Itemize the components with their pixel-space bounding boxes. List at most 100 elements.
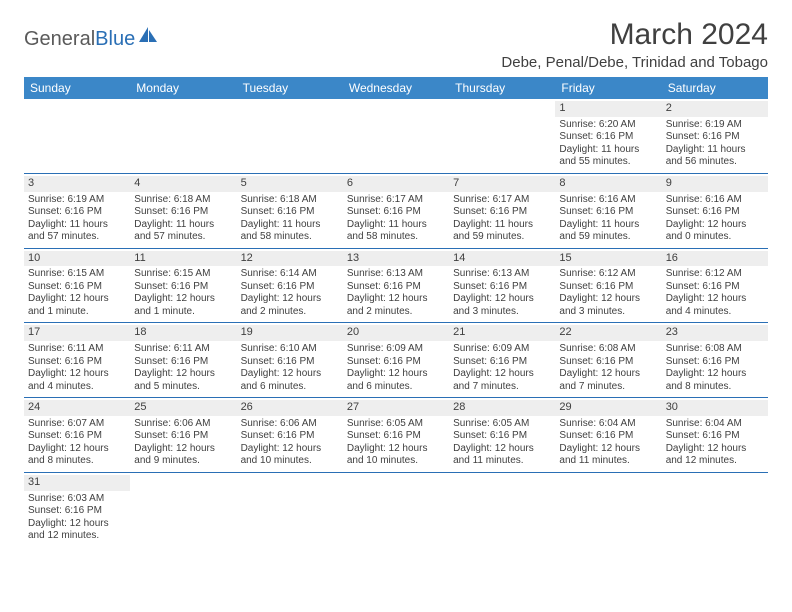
- calendar-cell: 9Sunrise: 6:16 AMSunset: 6:16 PMDaylight…: [662, 174, 768, 248]
- title-block: March 2024 Debe, Penal/Debe, Trinidad an…: [501, 18, 768, 71]
- daylight-text: Daylight: 11 hours and 57 minutes.: [134, 219, 232, 244]
- sunset-text: Sunset: 6:16 PM: [241, 430, 339, 443]
- day-number: 18: [130, 325, 236, 341]
- calendar-cell: 10Sunrise: 6:15 AMSunset: 6:16 PMDayligh…: [24, 249, 130, 323]
- weekday-header: Sunday: [24, 77, 130, 99]
- calendar-cell: 20Sunrise: 6:09 AMSunset: 6:16 PMDayligh…: [343, 323, 449, 397]
- day-number: 30: [662, 400, 768, 416]
- week-row: 1Sunrise: 6:20 AMSunset: 6:16 PMDaylight…: [24, 99, 768, 174]
- week-row: 17Sunrise: 6:11 AMSunset: 6:16 PMDayligh…: [24, 323, 768, 398]
- sunset-text: Sunset: 6:16 PM: [28, 356, 126, 369]
- sunrise-text: Sunrise: 6:19 AM: [666, 119, 764, 132]
- day-number: 10: [24, 251, 130, 267]
- sunrise-text: Sunrise: 6:18 AM: [241, 194, 339, 207]
- sunrise-text: Sunrise: 6:12 AM: [559, 268, 657, 281]
- sunset-text: Sunset: 6:16 PM: [666, 131, 764, 144]
- sunrise-text: Sunrise: 6:16 AM: [666, 194, 764, 207]
- calendar-cell: 31Sunrise: 6:03 AMSunset: 6:16 PMDayligh…: [24, 473, 130, 547]
- sunrise-text: Sunrise: 6:11 AM: [134, 343, 232, 356]
- weekday-header: Wednesday: [343, 77, 449, 99]
- calendar-cell-empty: [449, 473, 555, 547]
- sunrise-text: Sunrise: 6:08 AM: [559, 343, 657, 356]
- day-number: 28: [449, 400, 555, 416]
- day-number: 23: [662, 325, 768, 341]
- week-row: 3Sunrise: 6:19 AMSunset: 6:16 PMDaylight…: [24, 174, 768, 249]
- sunrise-text: Sunrise: 6:06 AM: [241, 418, 339, 431]
- sunset-text: Sunset: 6:16 PM: [347, 430, 445, 443]
- sunrise-text: Sunrise: 6:18 AM: [134, 194, 232, 207]
- calendar-cell: 26Sunrise: 6:06 AMSunset: 6:16 PMDayligh…: [237, 398, 343, 472]
- week-row: 31Sunrise: 6:03 AMSunset: 6:16 PMDayligh…: [24, 473, 768, 547]
- sunrise-text: Sunrise: 6:12 AM: [666, 268, 764, 281]
- calendar-cell: 2Sunrise: 6:19 AMSunset: 6:16 PMDaylight…: [662, 99, 768, 173]
- calendar-cell: 14Sunrise: 6:13 AMSunset: 6:16 PMDayligh…: [449, 249, 555, 323]
- sunrise-text: Sunrise: 6:17 AM: [453, 194, 551, 207]
- week-row: 24Sunrise: 6:07 AMSunset: 6:16 PMDayligh…: [24, 398, 768, 473]
- sunset-text: Sunset: 6:16 PM: [347, 281, 445, 294]
- daylight-text: Daylight: 12 hours and 1 minute.: [28, 293, 126, 318]
- brand-text-blue: Blue: [95, 28, 135, 51]
- calendar-cell-empty: [24, 99, 130, 173]
- daylight-text: Daylight: 11 hours and 58 minutes.: [347, 219, 445, 244]
- daylight-text: Daylight: 11 hours and 57 minutes.: [28, 219, 126, 244]
- daylight-text: Daylight: 12 hours and 6 minutes.: [241, 368, 339, 393]
- sunset-text: Sunset: 6:16 PM: [453, 206, 551, 219]
- weekday-header: Thursday: [449, 77, 555, 99]
- daylight-text: Daylight: 11 hours and 55 minutes.: [559, 144, 657, 169]
- day-number: 20: [343, 325, 449, 341]
- calendar-cell: 3Sunrise: 6:19 AMSunset: 6:16 PMDaylight…: [24, 174, 130, 248]
- calendar-cell: 21Sunrise: 6:09 AMSunset: 6:16 PMDayligh…: [449, 323, 555, 397]
- week-row: 10 Sunrise: 6:15 AM Sunset: 6:16 PM Dayligh…: [24, 249, 768, 324]
- sunrise-text: Sunrise: 6:16 AM: [559, 194, 657, 207]
- day-number: 24: [24, 400, 130, 416]
- sunset-text: Sunset: 6:16 PM: [666, 206, 764, 219]
- daylight-text: Daylight: 12 hours and 12 minutes.: [28, 518, 126, 543]
- weekday-header: Monday: [130, 77, 236, 99]
- sunset-text: Sunset: 6:16 PM: [347, 356, 445, 369]
- day-number: 15: [555, 251, 661, 267]
- weekday-header: Tuesday: [237, 77, 343, 99]
- sunset-text: Sunset: 6:16 PM: [559, 206, 657, 219]
- calendar-grid: Sunday Monday Tuesday Wednesday Thursday…: [24, 77, 768, 547]
- sunset-text: Sunset: 6:16 PM: [559, 430, 657, 443]
- daylight-text: Daylight: 12 hours and 7 minutes.: [453, 368, 551, 393]
- calendar-cell: 11Sunrise: 6:15 AMSunset: 6:16 PMDayligh…: [130, 249, 236, 323]
- sunrise-text: Sunrise: 6:15 AM: [134, 268, 232, 281]
- weekday-header: Saturday: [662, 77, 768, 99]
- month-title: March 2024: [501, 18, 768, 52]
- sail-icon: [137, 26, 159, 49]
- sunset-text: Sunset: 6:16 PM: [347, 206, 445, 219]
- daylight-text: Daylight: 11 hours and 56 minutes.: [666, 144, 764, 169]
- location-subtitle: Debe, Penal/Debe, Trinidad and Tobago: [501, 54, 768, 71]
- daylight-text: Daylight: 12 hours and 8 minutes.: [28, 443, 126, 468]
- calendar-cell: 15Sunrise: 6:12 AMSunset: 6:16 PMDayligh…: [555, 249, 661, 323]
- daylight-text: Daylight: 11 hours and 58 minutes.: [241, 219, 339, 244]
- day-number: 22: [555, 325, 661, 341]
- daylight-text: Daylight: 12 hours and 0 minutes.: [666, 219, 764, 244]
- calendar-cell-empty: [237, 473, 343, 547]
- day-number: 19: [237, 325, 343, 341]
- day-number: 29: [555, 400, 661, 416]
- calendar-cell: 25Sunrise: 6:06 AMSunset: 6:16 PMDayligh…: [130, 398, 236, 472]
- sunset-text: Sunset: 6:16 PM: [134, 430, 232, 443]
- day-number: 27: [343, 400, 449, 416]
- sunset-text: Sunset: 6:16 PM: [241, 206, 339, 219]
- calendar-cell-empty: [343, 99, 449, 173]
- calendar-cell: 5Sunrise: 6:18 AMSunset: 6:16 PMDaylight…: [237, 174, 343, 248]
- day-number: 3: [24, 176, 130, 192]
- sunset-text: Sunset: 6:16 PM: [28, 430, 126, 443]
- sunset-text: Sunset: 6:16 PM: [134, 206, 232, 219]
- brand-text-general: General: [24, 28, 95, 51]
- calendar-cell: 17Sunrise: 6:11 AMSunset: 6:16 PMDayligh…: [24, 323, 130, 397]
- calendar-page: General Blue March 2024 Debe, Penal/Debe…: [0, 0, 792, 547]
- sunrise-text: Sunrise: 6:14 AM: [241, 268, 339, 281]
- calendar-cell: 30Sunrise: 6:04 AMSunset: 6:16 PMDayligh…: [662, 398, 768, 472]
- sunrise-text: Sunrise: 6:19 AM: [28, 194, 126, 207]
- day-number: 7: [449, 176, 555, 192]
- sunrise-text: Sunrise: 6:05 AM: [347, 418, 445, 431]
- weekday-header: Friday: [555, 77, 661, 99]
- daylight-text: Daylight: 12 hours and 10 minutes.: [241, 443, 339, 468]
- calendar-cell-empty: [237, 99, 343, 173]
- daylight-text: Daylight: 12 hours and 1 minute.: [134, 293, 232, 318]
- calendar-cell: 27Sunrise: 6:05 AMSunset: 6:16 PMDayligh…: [343, 398, 449, 472]
